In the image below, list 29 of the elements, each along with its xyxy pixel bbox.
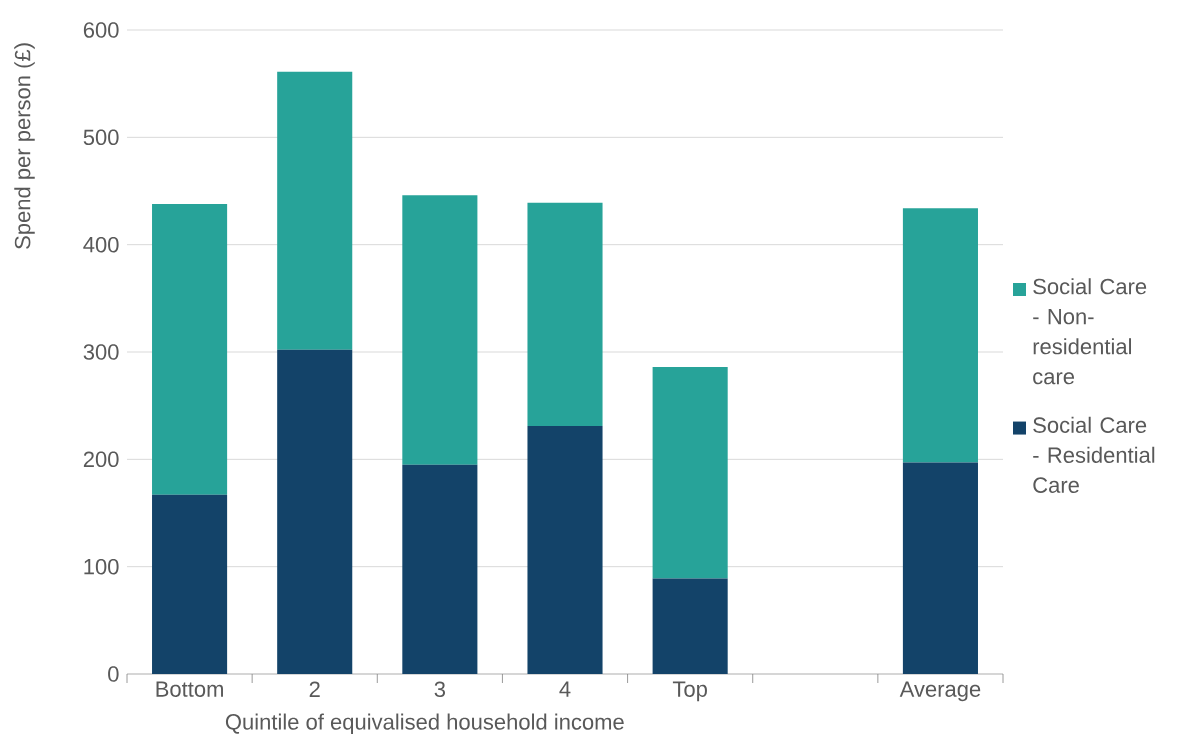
- bar: [277, 349, 353, 674]
- x-tick-label: 3: [434, 681, 446, 698]
- x-tick-label: 2: [309, 681, 320, 697]
- legend-label: Social Care - Residential Care: [1033, 416, 1155, 493]
- bar: [652, 367, 728, 579]
- y-tick-label: 0: [108, 666, 119, 682]
- x-tick-label: Average: [899, 681, 981, 702]
- y-tick-label: 300: [83, 344, 119, 360]
- bar: [402, 464, 478, 674]
- bar: [277, 71, 353, 350]
- legend-label: Social Care - Non-residential care: [1033, 278, 1147, 385]
- x-axis-title: Quintile of equivalised household income: [225, 713, 624, 735]
- bar: [402, 195, 478, 465]
- bar: [652, 578, 728, 674]
- bar: [902, 208, 978, 463]
- y-tick-label: 500: [83, 129, 119, 146]
- y-tick-label: 200: [83, 451, 119, 468]
- y-tick-label: 400: [83, 236, 119, 253]
- bar: [152, 203, 228, 495]
- x-tick-label: Bottom: [156, 681, 223, 697]
- bar: [527, 202, 603, 427]
- bar: [527, 426, 603, 674]
- x-tick-label: Top: [672, 681, 707, 702]
- bar: [152, 494, 228, 674]
- y-tick-label: 100: [84, 558, 119, 575]
- bar: [902, 462, 978, 674]
- y-tick-label: 600: [83, 22, 119, 38]
- x-tick-label: 4: [559, 681, 571, 697]
- y-axis-title: Spend per person (£): [14, 43, 35, 249]
